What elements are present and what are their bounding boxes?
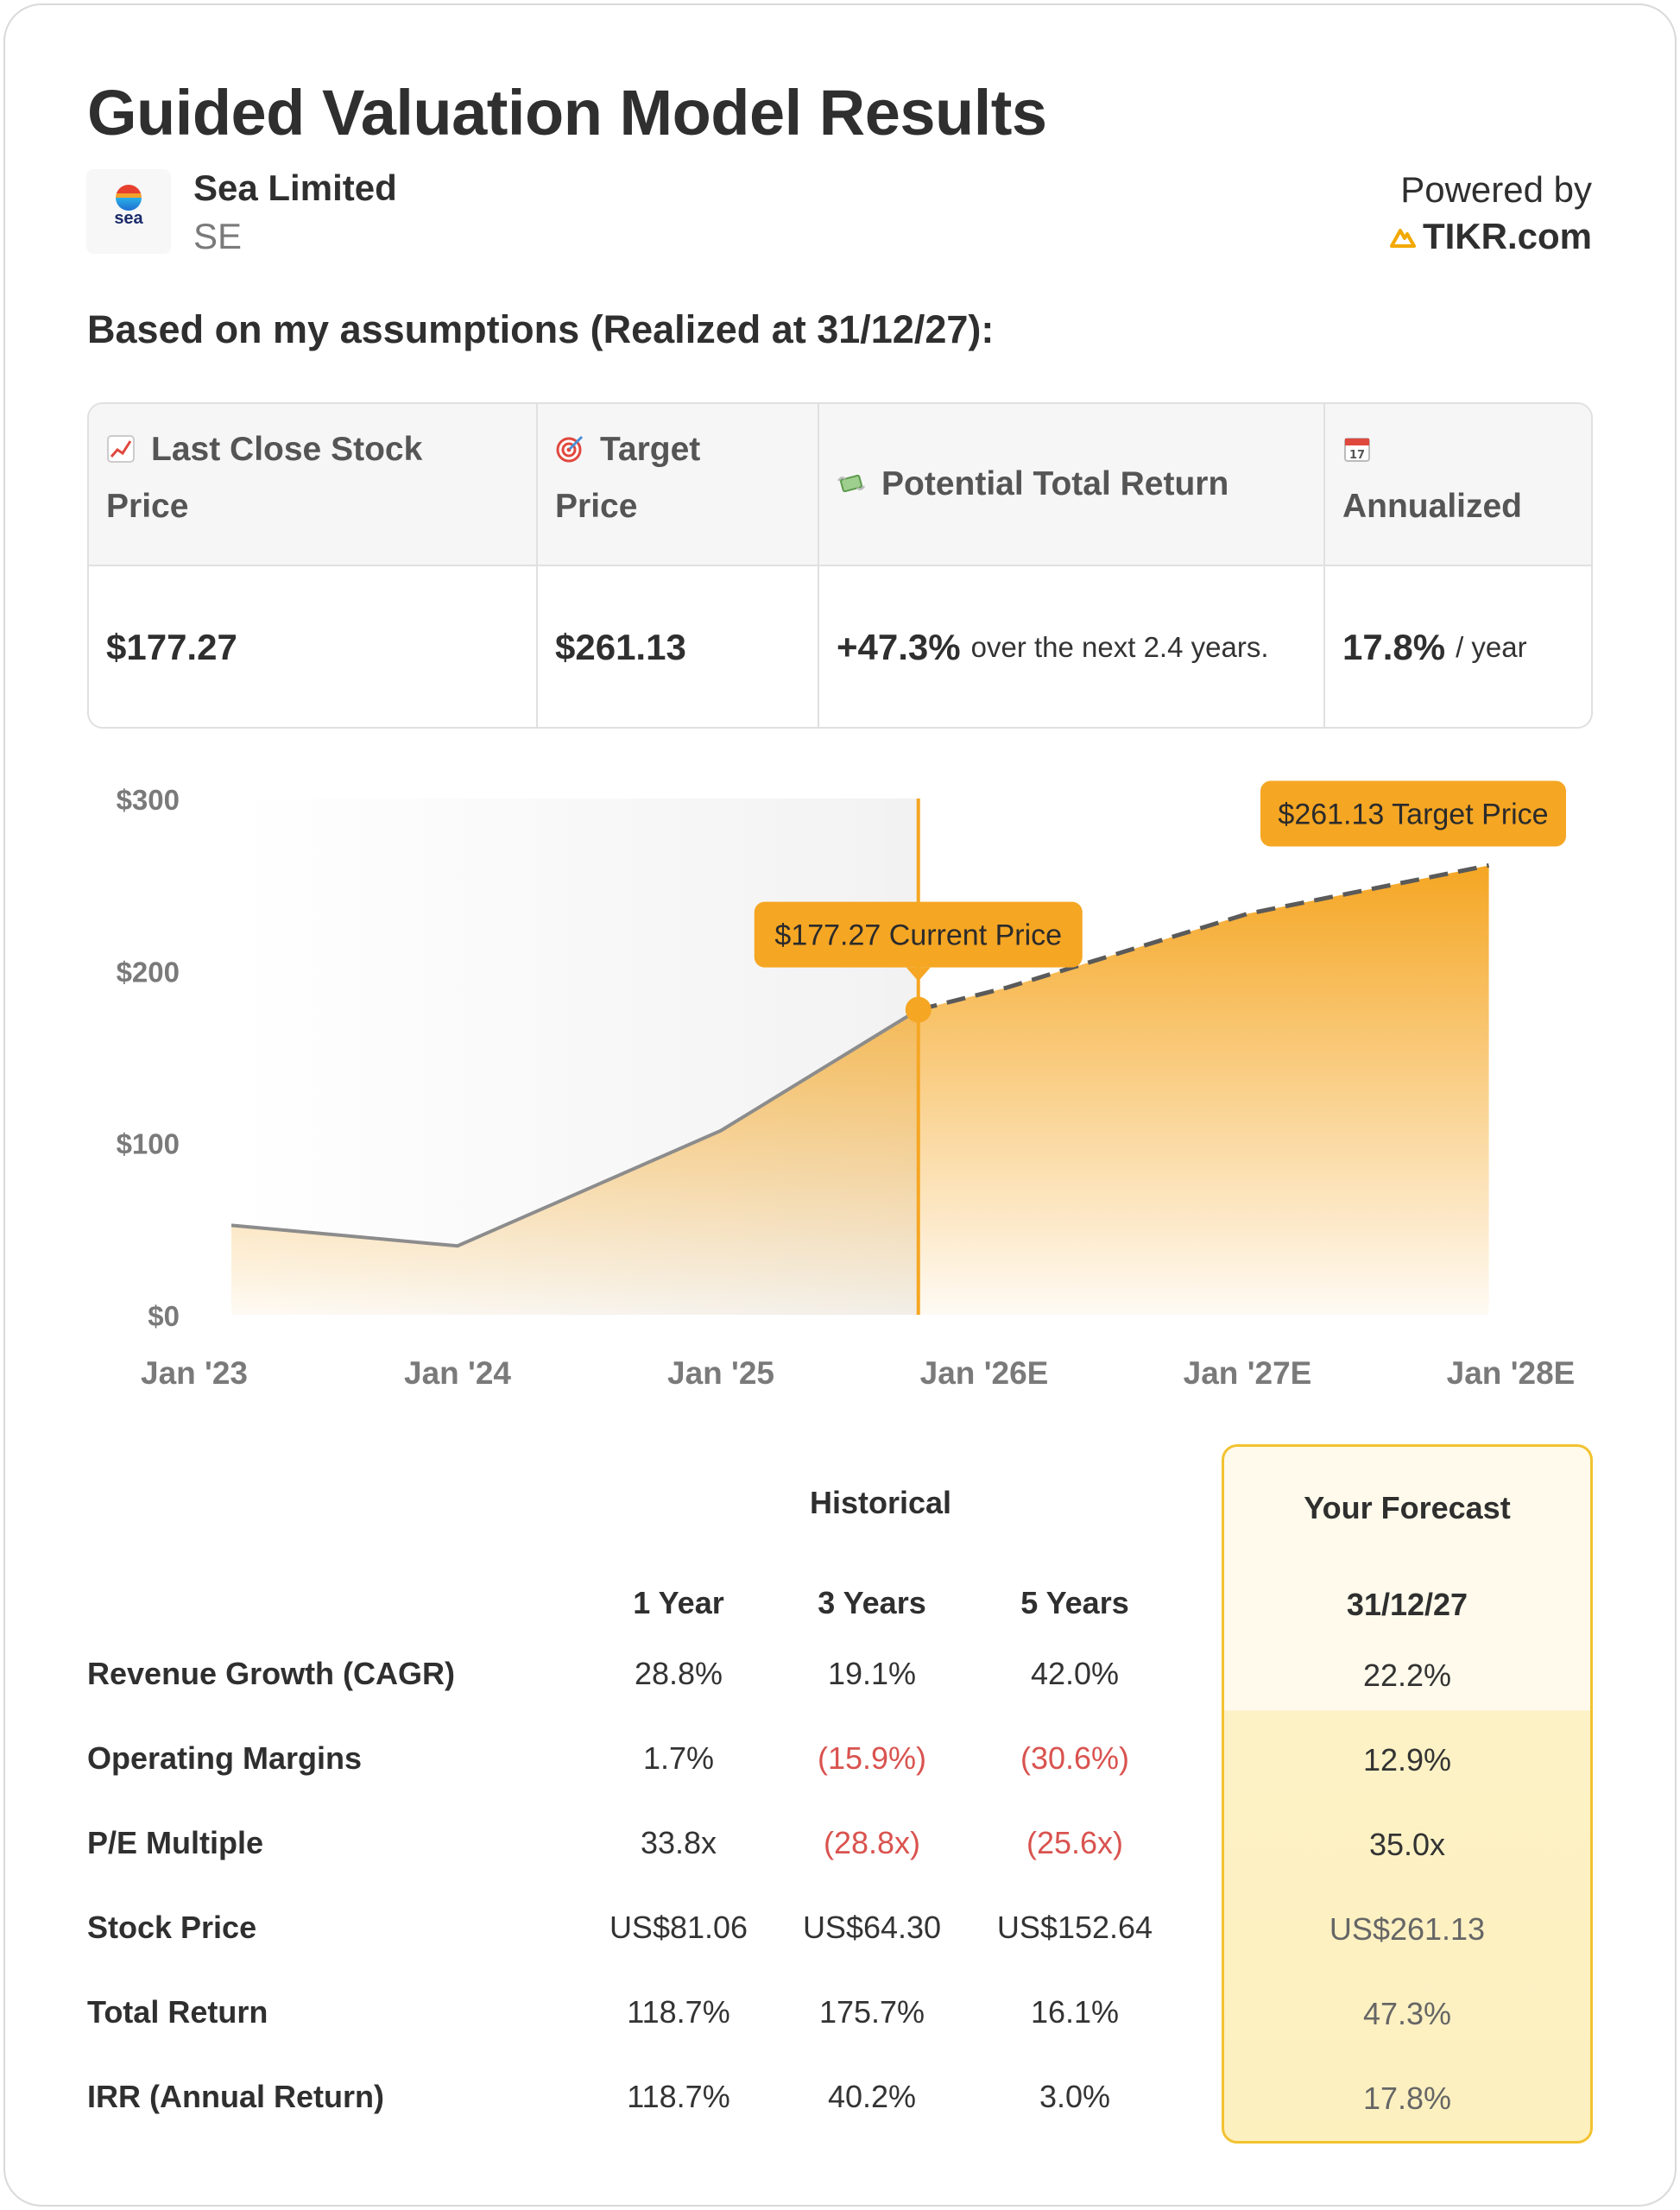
header-target-price: Target Price xyxy=(538,404,819,566)
tikr-brand-link[interactable]: TIKR.com xyxy=(1389,216,1592,257)
table-cell: (25.6x) xyxy=(1026,1825,1124,1860)
historical-label: Historical xyxy=(809,1485,952,1520)
column-header: 3 Years xyxy=(818,1585,926,1620)
table-cell: 19.1% xyxy=(827,1656,917,1691)
page-title: Guided Valuation Model Results xyxy=(87,77,1047,148)
forecast-date-header: 31/12/27 xyxy=(1346,1587,1468,1622)
logo-wordmark: sea xyxy=(114,209,143,228)
company-logo: sea xyxy=(86,169,171,254)
tikr-logo-icon xyxy=(1389,229,1416,248)
money-wings-icon xyxy=(837,474,866,493)
table-cell: (30.6%) xyxy=(1020,1740,1130,1776)
table-cell: 1.7% xyxy=(642,1740,715,1776)
current-price-callout-pointer xyxy=(906,967,931,982)
column-header: 1 Year xyxy=(633,1585,724,1620)
value-annualized: 17.8% / year xyxy=(1342,627,1527,667)
x-tick-label: Jan '27E xyxy=(1184,1355,1312,1391)
x-tick-label: Jan '28E xyxy=(1447,1355,1576,1391)
header-total-return: Potential Total Return xyxy=(819,404,1325,566)
current-price-dot xyxy=(905,996,932,1023)
table-cell: US$81.06 xyxy=(609,1910,748,1945)
value-last-close: $177.27 xyxy=(89,566,538,727)
powered-by-label: Powered by xyxy=(1400,169,1592,210)
y-tick-label: $200 xyxy=(117,956,180,988)
current-price-label: $177.27 Current Price xyxy=(774,919,1062,952)
forecast-cell: 17.8% xyxy=(1362,2081,1452,2116)
y-tick-label: $0 xyxy=(148,1300,180,1332)
x-tick-label: Jan '25 xyxy=(667,1355,774,1391)
table-cell: 42.0% xyxy=(1030,1656,1120,1691)
summary-table: Last Close Stock Price Target Price Pote… xyxy=(87,402,1593,729)
x-tick-label: Jan '24 xyxy=(404,1355,511,1391)
table-cell: US$152.64 xyxy=(996,1910,1153,1945)
chart-increasing-icon xyxy=(107,435,135,463)
tikr-brand-text: TIKR.com xyxy=(1422,216,1592,256)
row-label: IRR (Annual Return) xyxy=(87,2079,384,2114)
current-price-callout xyxy=(754,901,1083,968)
table-cell: 118.7% xyxy=(627,2079,730,2114)
price-chart: $300 $200 $100 $0 Jan '23 Jan '24 Jan '25 Jan '… xyxy=(117,780,1576,1391)
row-label: Total Return xyxy=(87,1994,268,2030)
header-annualized: 17 Annualized xyxy=(1325,404,1591,566)
x-tick-label: Jan '26E xyxy=(920,1355,1049,1391)
forecast-cell: 22.2% xyxy=(1362,1658,1452,1693)
forecast-cell: US$261.13 xyxy=(1329,1911,1486,1947)
table-cell: 118.7% xyxy=(627,1994,730,2030)
x-tick-label: Jan '23 xyxy=(141,1355,248,1391)
forecast-price-line xyxy=(918,863,1490,1013)
forecast-column xyxy=(1222,1444,1593,2144)
table-cell: 3.0% xyxy=(1039,2079,1111,2114)
forecast-area xyxy=(918,865,1489,1315)
table-cell: 16.1% xyxy=(1030,1994,1120,2030)
table-cell: 40.2% xyxy=(827,2079,917,2114)
calendar-icon: 17 xyxy=(1344,438,1370,462)
row-label: Operating Margins xyxy=(87,1740,363,1776)
forecast-cell: 47.3% xyxy=(1362,1996,1452,2031)
svg-text:17: 17 xyxy=(1349,449,1365,462)
historical-area xyxy=(231,1009,919,1315)
table-cell: 175.7% xyxy=(818,1994,925,2030)
y-tick-label: $100 xyxy=(117,1128,180,1160)
row-label: P/E Multiple xyxy=(87,1825,264,1860)
value-total-return: +47.3% over the next 2.4 years. xyxy=(819,566,1325,727)
table-cell: US$64.30 xyxy=(802,1910,942,1945)
row-label: Stock Price xyxy=(87,1910,257,1945)
header-last-close: Last Close Stock Price xyxy=(89,404,538,566)
table-cell: 28.8% xyxy=(634,1656,723,1691)
table-cell: (15.9%) xyxy=(817,1740,927,1776)
assumptions-heading: Based on my assumptions (Realized at 31/… xyxy=(87,307,995,351)
target-icon xyxy=(556,435,584,463)
y-tick-label: $300 xyxy=(117,784,180,816)
target-price-callout xyxy=(1260,780,1566,847)
column-header: 5 Years xyxy=(1020,1585,1129,1620)
company-ticker: SE xyxy=(193,216,243,256)
forecast-label: Your Forecast xyxy=(1304,1490,1511,1525)
row-label: Revenue Growth (CAGR) xyxy=(87,1656,456,1691)
table-cell: 33.8x xyxy=(640,1825,717,1860)
company-name: Sea Limited xyxy=(193,167,397,208)
target-price-label: $261.13 Target Price xyxy=(1278,798,1548,830)
sea-logo-icon xyxy=(116,185,142,211)
forecast-cell: 35.0x xyxy=(1368,1827,1446,1862)
table-cell: (28.8x) xyxy=(823,1825,921,1860)
value-target-price: $261.13 xyxy=(538,566,819,727)
historical-price-line xyxy=(231,1007,919,1248)
forecast-cell: 12.9% xyxy=(1362,1742,1452,1777)
